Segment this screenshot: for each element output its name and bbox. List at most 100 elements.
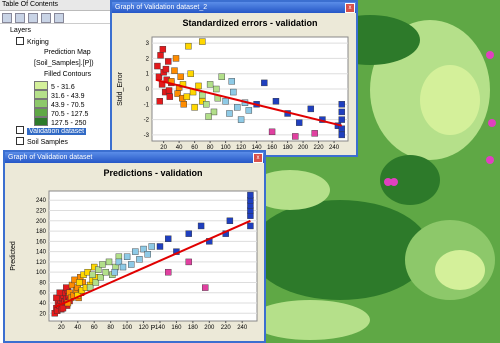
point bbox=[76, 279, 83, 286]
point bbox=[180, 101, 187, 108]
x-tick-label: 120 bbox=[236, 145, 247, 151]
y-axis-label: Predicted bbox=[10, 241, 17, 271]
y-axis-label: Stdd_Error bbox=[117, 71, 124, 106]
x-tick-label: 180 bbox=[188, 325, 199, 331]
point bbox=[157, 52, 164, 59]
legend-label: 31.6 - 43.9 bbox=[51, 93, 85, 100]
point bbox=[311, 130, 318, 137]
point bbox=[307, 105, 315, 113]
point bbox=[199, 38, 206, 45]
point bbox=[165, 58, 172, 65]
kriging-label: Kriging bbox=[27, 39, 49, 46]
point bbox=[338, 101, 346, 108]
x-tick-label: 240 bbox=[329, 145, 340, 151]
x-tick-label: 180 bbox=[283, 145, 294, 151]
y-tick-label: 2 bbox=[146, 56, 150, 62]
x-tick-label: 200 bbox=[204, 325, 215, 331]
y-tick-label: -3 bbox=[144, 133, 150, 139]
point bbox=[191, 104, 198, 111]
soil-samples-label: Soil Samples bbox=[27, 139, 68, 146]
y-tick-label: 20 bbox=[39, 311, 46, 317]
point bbox=[213, 85, 220, 93]
point bbox=[187, 70, 194, 77]
point bbox=[171, 67, 178, 74]
prediction-map: Prediction Map bbox=[44, 49, 91, 56]
point bbox=[338, 108, 346, 116]
legend-class: 70.5 - 127.5 bbox=[34, 108, 88, 120]
point bbox=[59, 304, 67, 312]
point bbox=[123, 253, 131, 260]
point bbox=[53, 294, 60, 302]
chart-title: Predictions - validation bbox=[103, 168, 202, 178]
point bbox=[205, 113, 212, 120]
y-tick-label: 140 bbox=[36, 250, 47, 256]
point bbox=[295, 119, 303, 126]
point bbox=[245, 107, 253, 114]
point bbox=[132, 248, 139, 255]
window-title: Graph of Validation dataset bbox=[8, 154, 93, 161]
legend-swatch bbox=[34, 117, 48, 126]
x-tick-label: 140 bbox=[155, 325, 166, 331]
chart-title: Standardized errors - validation bbox=[182, 18, 317, 28]
x-tick-label: 220 bbox=[221, 325, 232, 331]
graph-window[interactable]: Graph of Validation dataset_2 x Standardi… bbox=[110, 0, 358, 157]
graph-window[interactable]: Graph of Validation dataset x Predictions… bbox=[3, 150, 266, 343]
close-button[interactable]: x bbox=[253, 153, 263, 163]
chart: Predictions - validation 20 40 60 80 100 120 14… bbox=[10, 168, 258, 332]
legend-swatch bbox=[34, 81, 48, 90]
point bbox=[203, 101, 210, 108]
point bbox=[119, 263, 127, 271]
point bbox=[165, 87, 173, 94]
legend-label: 127.5 - 250 bbox=[51, 120, 87, 127]
point bbox=[97, 274, 104, 281]
map bbox=[110, 0, 500, 343]
plot-area bbox=[48, 190, 258, 322]
x-tick-label: 40 bbox=[74, 325, 81, 331]
y-tick-label: 3 bbox=[146, 41, 150, 47]
point bbox=[140, 245, 147, 253]
x-axis-label: P bbox=[151, 325, 156, 332]
point bbox=[95, 266, 102, 273]
point bbox=[159, 46, 167, 53]
point bbox=[148, 243, 155, 250]
x-tick-label: 20 bbox=[160, 145, 167, 151]
x-tick-label: 220 bbox=[314, 145, 325, 151]
layers-node[interactable]: Layers bbox=[10, 26, 31, 36]
y-tick-label: 240 bbox=[36, 198, 47, 204]
legend-label: 43.9 - 70.5 bbox=[51, 102, 85, 109]
point bbox=[247, 191, 254, 199]
trend-line bbox=[155, 78, 343, 127]
point bbox=[268, 128, 276, 136]
soil-samples-node[interactable]: Soil Samples bbox=[16, 137, 68, 148]
kriging-node[interactable]: Kriging bbox=[16, 37, 49, 48]
point bbox=[115, 258, 123, 266]
x-tick-label: 80 bbox=[207, 145, 214, 151]
validation-node[interactable]: Validation dataset bbox=[16, 126, 87, 137]
x-tick-label: 20 bbox=[58, 325, 65, 331]
point bbox=[230, 88, 237, 96]
chart: Standardized errors - validation -3 -2 -1 0 1… bbox=[117, 18, 349, 151]
point bbox=[272, 98, 280, 105]
point bbox=[234, 104, 241, 111]
point bbox=[210, 108, 218, 116]
point bbox=[165, 268, 172, 276]
y-tick-label: 120 bbox=[36, 260, 47, 266]
legend-label: 5 - 31.6 bbox=[51, 84, 75, 91]
x-tick-label: 200 bbox=[298, 145, 309, 151]
point bbox=[156, 98, 163, 105]
point bbox=[156, 243, 164, 250]
point bbox=[338, 125, 346, 132]
point bbox=[195, 82, 202, 90]
point bbox=[202, 284, 209, 291]
toc-toolbar bbox=[0, 11, 110, 24]
y-tick-label: 100 bbox=[36, 270, 47, 276]
point bbox=[338, 131, 346, 139]
point bbox=[206, 81, 214, 88]
layers-label: Layers bbox=[10, 27, 32, 34]
point bbox=[197, 222, 205, 230]
close-button[interactable]: x bbox=[345, 3, 355, 13]
x-tick-label: 240 bbox=[237, 325, 248, 331]
point bbox=[338, 116, 346, 123]
point bbox=[92, 279, 100, 286]
